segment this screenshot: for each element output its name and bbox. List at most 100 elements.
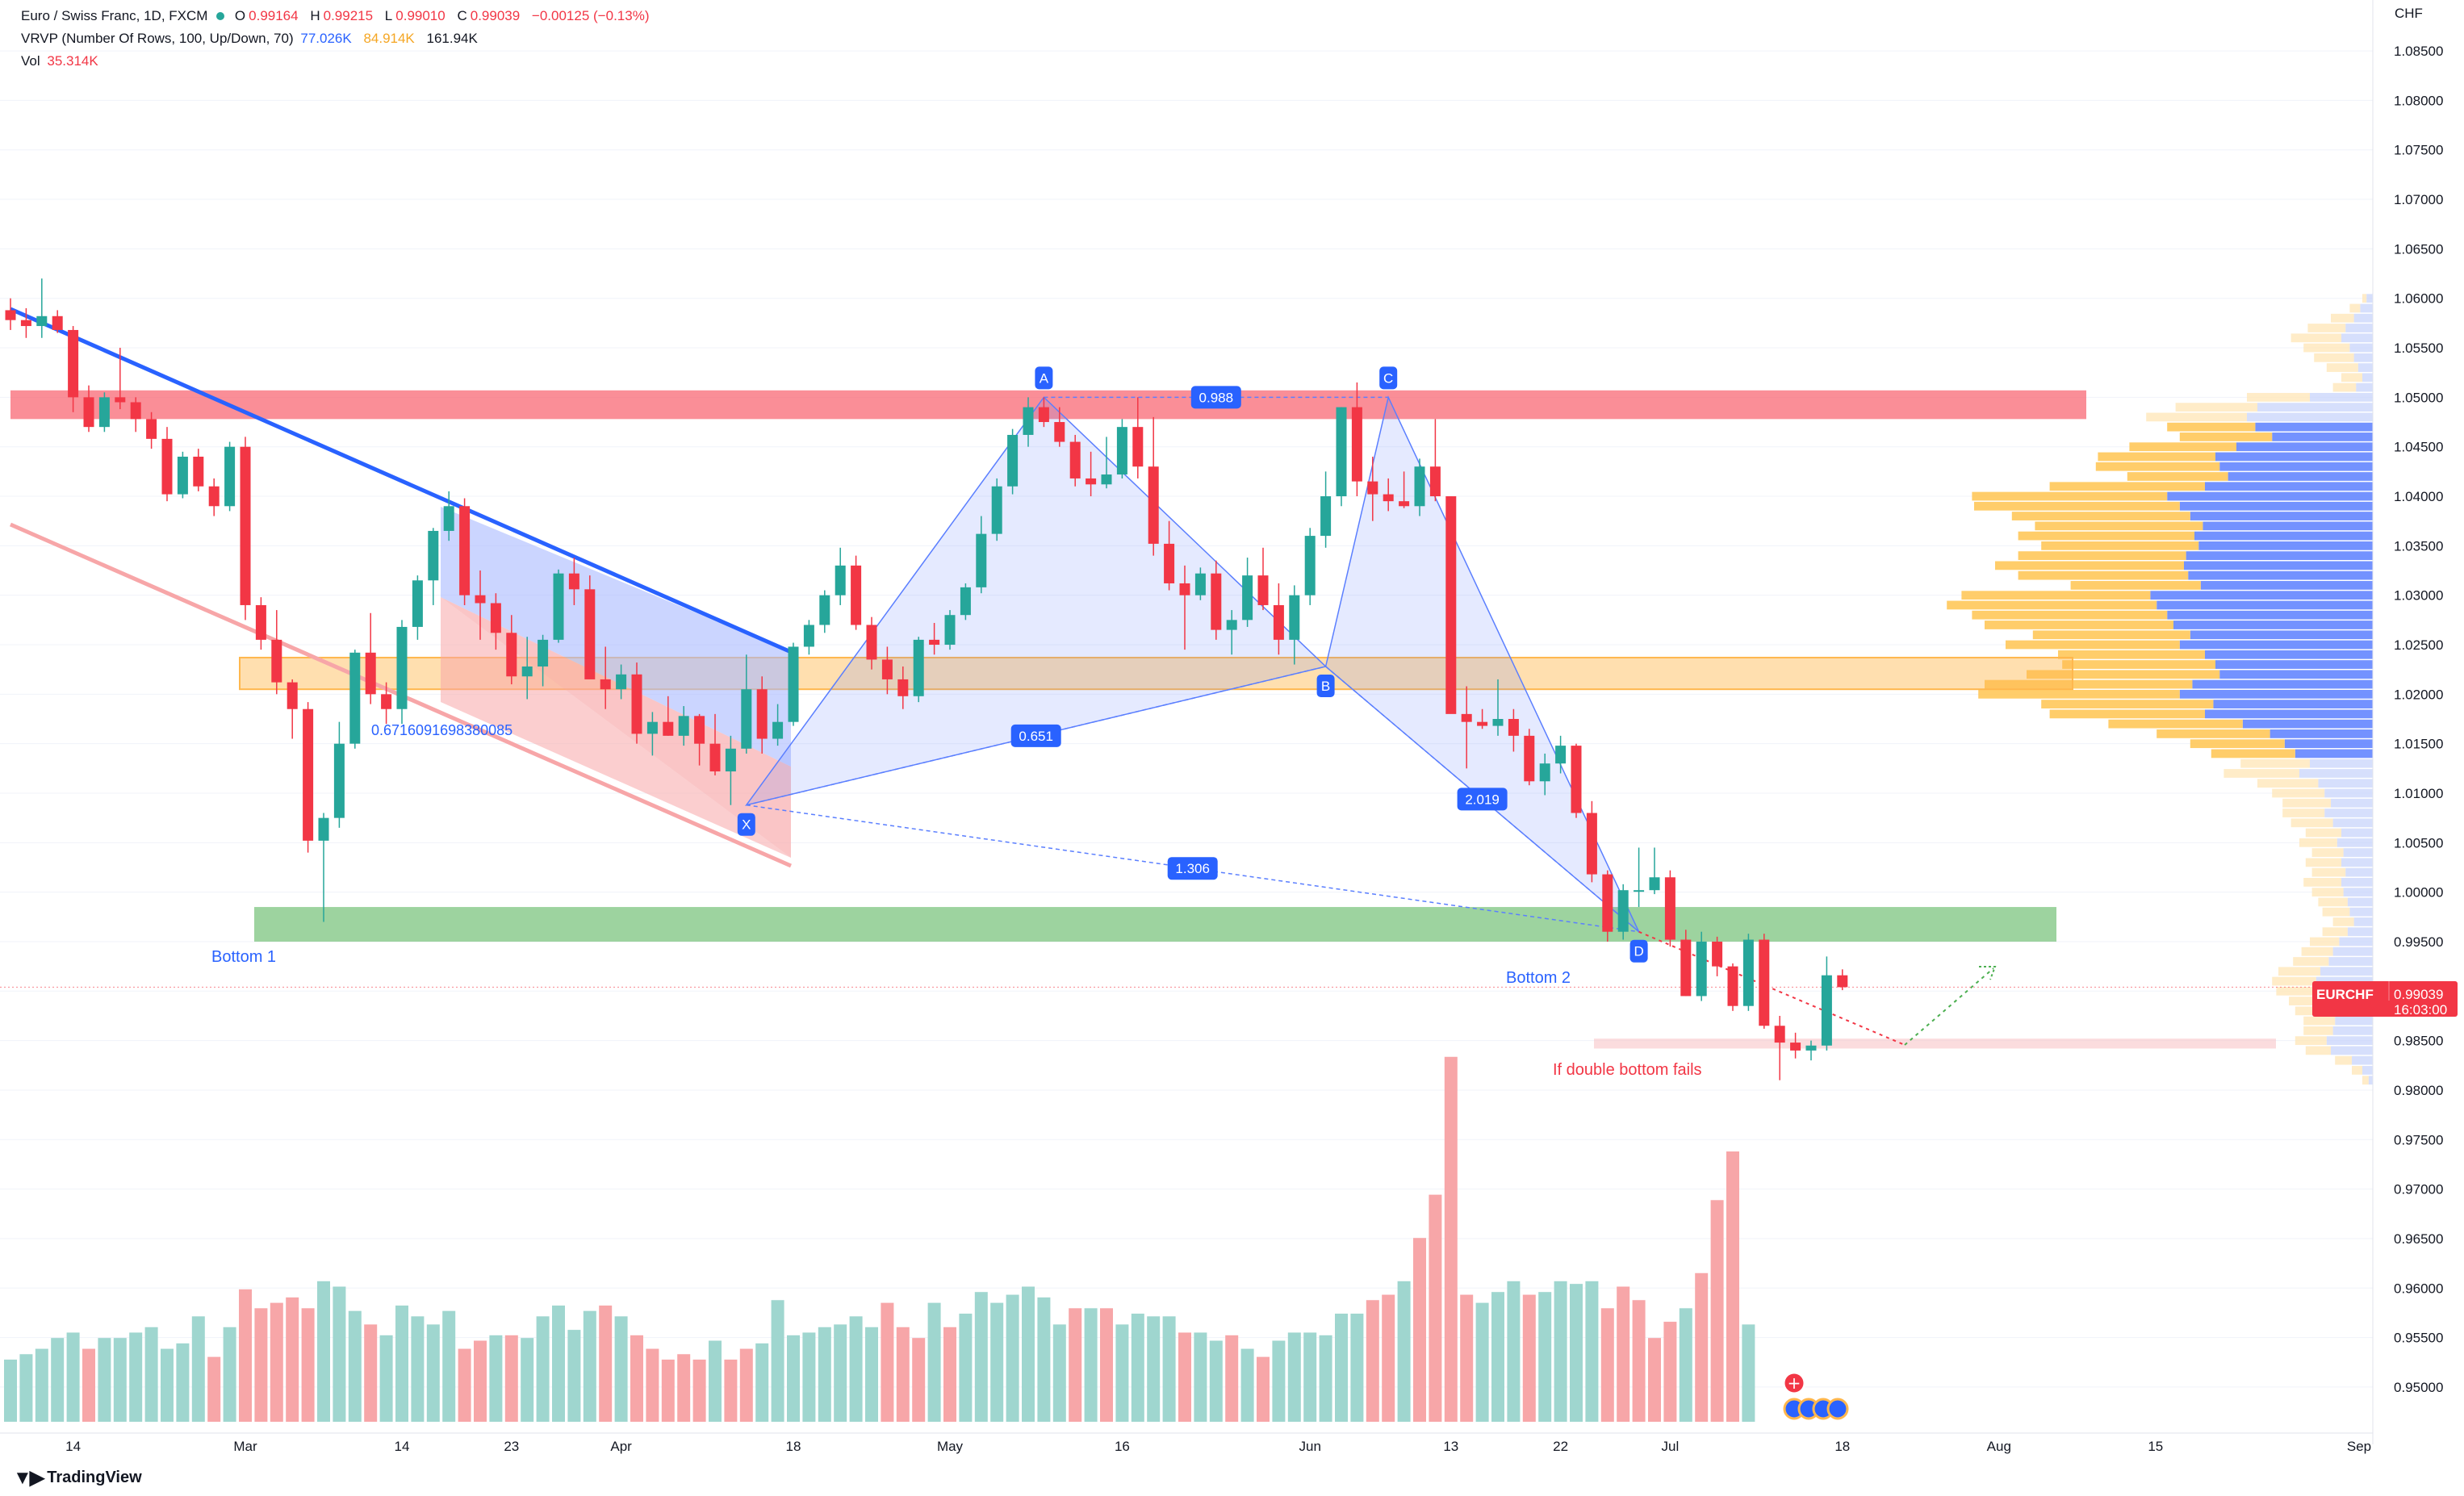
- vp-bar-up: [2255, 422, 2373, 432]
- vp-bar-up: [2341, 858, 2373, 867]
- volume-bar: [724, 1359, 738, 1422]
- vp-bar-down: [2167, 422, 2256, 432]
- volume-bar: [1052, 1324, 1066, 1422]
- candle-body: [521, 666, 533, 677]
- candle-body: [616, 674, 627, 690]
- tradingview-brand[interactable]: ▼▶ TradingView: [13, 1466, 142, 1490]
- candle-body: [1257, 575, 1269, 605]
- vp-bar-down: [2335, 1055, 2352, 1065]
- volume-bar: [927, 1302, 941, 1422]
- vp-bar-up: [2192, 679, 2373, 689]
- candle-body: [381, 694, 392, 709]
- volume-bar: [1147, 1316, 1161, 1422]
- volume-bar: [1570, 1284, 1583, 1422]
- candle-body: [1742, 939, 1754, 1006]
- volume-bar: [896, 1327, 910, 1422]
- volume-bar: [1022, 1286, 1035, 1422]
- volume-bar: [207, 1356, 221, 1422]
- pattern-point-a-text: A: [1040, 370, 1049, 386]
- volume-bar: [1069, 1308, 1082, 1422]
- volume-bar: [161, 1348, 174, 1422]
- vp-bar-down: [2127, 472, 2228, 481]
- time-tick-label: 22: [1553, 1439, 1568, 1454]
- candle-body: [1508, 719, 1519, 736]
- candle-body: [193, 456, 204, 487]
- vp-bar-down: [2018, 531, 2194, 541]
- vp-bar-down: [1972, 491, 2168, 501]
- candle-body: [68, 329, 79, 398]
- price-tick-label: 1.04500: [2394, 440, 2443, 455]
- projection-up-path: [1904, 967, 1994, 1046]
- vp-bar-up: [2242, 719, 2373, 729]
- vp-bar-down: [1978, 689, 2180, 699]
- vp-bar-down: [2307, 324, 2346, 332]
- vp-bar-down: [2157, 729, 2270, 738]
- vp-bar-up: [2167, 491, 2373, 501]
- candle-body: [161, 438, 173, 495]
- time-tick-label: Aug: [1987, 1439, 2011, 1454]
- event-icons[interactable]: [1783, 1398, 1849, 1420]
- volume-bar: [1178, 1332, 1191, 1422]
- volume-bar: [129, 1332, 143, 1422]
- volume-bar: [630, 1335, 643, 1422]
- volume-bar: [348, 1310, 362, 1422]
- candle-body: [1351, 407, 1362, 482]
- vp-bar-up: [2349, 907, 2373, 917]
- volume-bar: [1366, 1300, 1379, 1422]
- volume-bar: [1413, 1238, 1426, 1422]
- vp-bar-down: [2293, 957, 2329, 966]
- candle-body: [1086, 478, 1097, 485]
- vp-bar-down: [2322, 907, 2350, 917]
- price-tick-label: 1.03500: [2394, 538, 2443, 554]
- vp-bar-up: [2179, 689, 2373, 699]
- symbol-title[interactable]: Euro / Swiss Franc, 1D, FXCM: [21, 8, 208, 23]
- candle-body: [1602, 874, 1613, 932]
- price-tick-label: 0.96500: [2394, 1231, 2443, 1247]
- volume-bar: [692, 1359, 706, 1422]
- vp-bar-down: [2326, 363, 2358, 372]
- volume-bar: [317, 1281, 330, 1422]
- volume-bar: [1679, 1308, 1692, 1422]
- price-tick-label: 1.07000: [2394, 192, 2443, 207]
- candle-body: [1304, 536, 1316, 595]
- candle-body: [1289, 595, 1300, 640]
- add-alert-button[interactable]: +: [1782, 1371, 1806, 1395]
- time-tick-label: 14: [65, 1439, 81, 1454]
- candle-body: [553, 573, 564, 640]
- candle-body: [5, 310, 16, 320]
- vp-bar-down: [2223, 769, 2299, 778]
- low-value: 0.99010: [395, 8, 446, 23]
- candle-body: [1774, 1026, 1785, 1043]
- vp-bar-down: [2058, 650, 2205, 659]
- vol-title[interactable]: Vol: [21, 53, 40, 69]
- pattern-point-x-bg: [737, 813, 755, 836]
- vp-bar-down: [2211, 749, 2295, 758]
- vp-bar-down: [2041, 700, 2214, 708]
- vp-bar-up: [2353, 353, 2373, 362]
- price-tick-label: 1.04000: [2394, 489, 2443, 504]
- volume-bar: [1257, 1356, 1270, 1422]
- candle-body: [725, 748, 736, 772]
- vp-bar-down: [2289, 997, 2327, 1005]
- pattern-point-d-bg: [1629, 939, 1648, 963]
- candle-body: [1132, 427, 1144, 467]
- vrvp-title[interactable]: VRVP (Number Of Rows, 100, Up/Down, 70): [21, 31, 294, 46]
- svg-text:+: +: [1788, 1373, 1801, 1393]
- volume-bar: [4, 1359, 17, 1422]
- vp-bar-up: [2215, 452, 2373, 462]
- vp-bar-down: [2278, 967, 2320, 976]
- volume-bar: [583, 1310, 596, 1422]
- volume-bar: [1695, 1272, 1709, 1422]
- vrvp-up: 77.026K: [300, 31, 352, 46]
- vp-bar-down: [2257, 779, 2319, 788]
- vp-bar-up: [2349, 343, 2373, 353]
- vp-bar-up: [2345, 324, 2373, 332]
- vp-bar-down: [2303, 878, 2341, 887]
- time-tick-label: 14: [395, 1439, 410, 1454]
- volume-bar: [1491, 1292, 1504, 1422]
- candle-body: [240, 446, 251, 605]
- volume-bar: [974, 1292, 988, 1422]
- candle-body: [83, 397, 94, 428]
